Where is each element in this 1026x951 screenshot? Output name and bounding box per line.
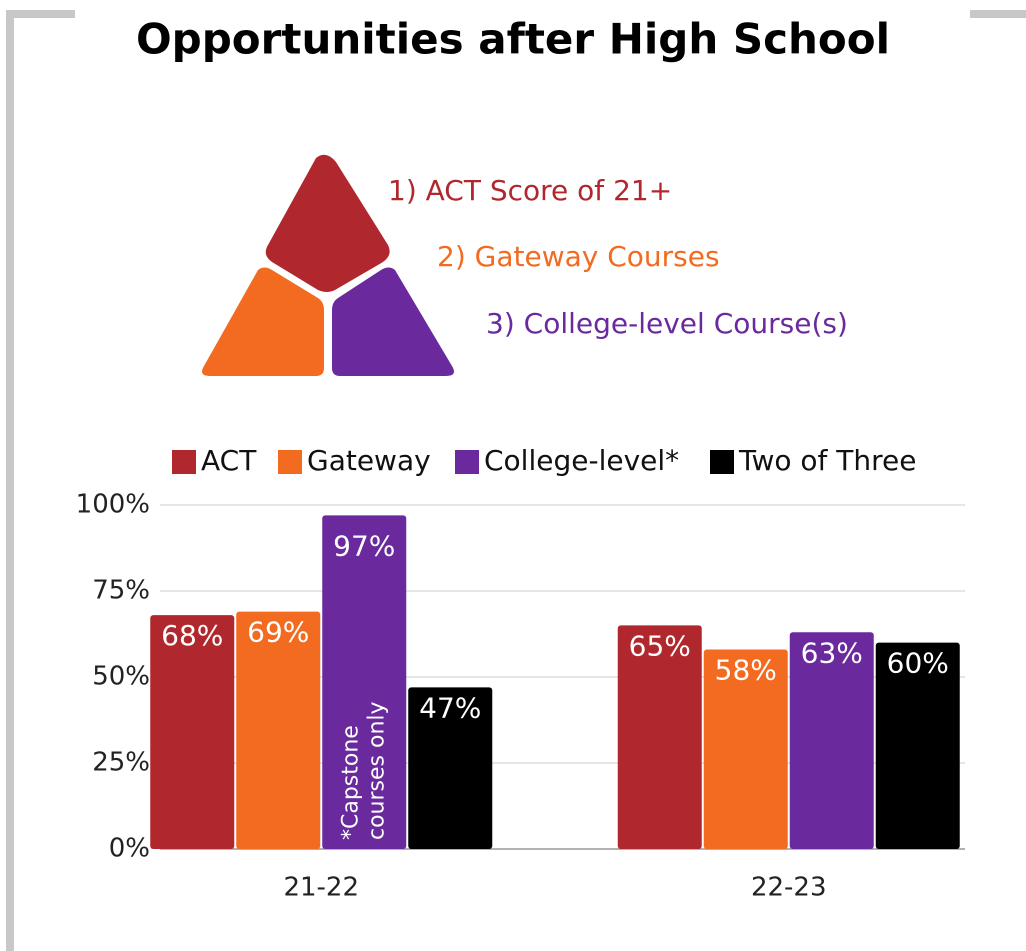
frame bbox=[6, 10, 75, 951]
data-label: 63% bbox=[801, 636, 863, 669]
data-label: 97% bbox=[333, 529, 395, 562]
data-label: 60% bbox=[887, 647, 949, 680]
annotation-line: *Capstone bbox=[338, 725, 363, 840]
x-tick-label: 22-23 bbox=[751, 873, 827, 903]
triangle-icon bbox=[202, 154, 454, 376]
legend-swatch bbox=[710, 450, 734, 474]
legend-label: Two of Three bbox=[738, 444, 917, 477]
chart-title: Opportunities after High School bbox=[136, 15, 890, 64]
y-tick-label: 0% bbox=[109, 834, 150, 864]
data-label: 68% bbox=[161, 619, 223, 652]
annotation-line: courses only bbox=[364, 701, 389, 840]
criterion-label: 1) ACT Score of 21+ bbox=[388, 174, 672, 207]
legend-label: ACT bbox=[201, 444, 257, 477]
y-tick-label: 50% bbox=[92, 662, 150, 692]
legend-swatch bbox=[172, 450, 196, 474]
y-tick-label: 25% bbox=[92, 748, 150, 778]
y-tick-label: 100% bbox=[76, 490, 150, 520]
annotation: *Capstonecourses only bbox=[338, 701, 389, 840]
legend-swatch bbox=[278, 450, 302, 474]
legend-swatch bbox=[455, 450, 479, 474]
criterion-label: 2) Gateway Courses bbox=[437, 240, 720, 273]
data-label: 58% bbox=[715, 653, 777, 686]
legend-label: Gateway bbox=[307, 444, 431, 477]
legend-label: College-level* bbox=[484, 444, 679, 477]
bar bbox=[150, 615, 235, 849]
x-tick-label: 21-22 bbox=[283, 873, 359, 903]
bar bbox=[703, 649, 788, 849]
bar bbox=[236, 611, 321, 849]
triangle-right bbox=[332, 267, 454, 376]
bar bbox=[408, 687, 493, 849]
bar bbox=[875, 642, 960, 849]
triangle-top bbox=[265, 154, 390, 292]
data-label: 47% bbox=[419, 691, 481, 724]
triangle-left bbox=[202, 267, 324, 376]
bar bbox=[617, 625, 702, 849]
bar bbox=[789, 632, 874, 849]
y-tick-label: 75% bbox=[92, 576, 150, 606]
data-label: 69% bbox=[247, 616, 309, 649]
data-label: 65% bbox=[629, 629, 691, 662]
criterion-label: 3) College-level Course(s) bbox=[486, 307, 848, 340]
bar bbox=[322, 515, 407, 849]
